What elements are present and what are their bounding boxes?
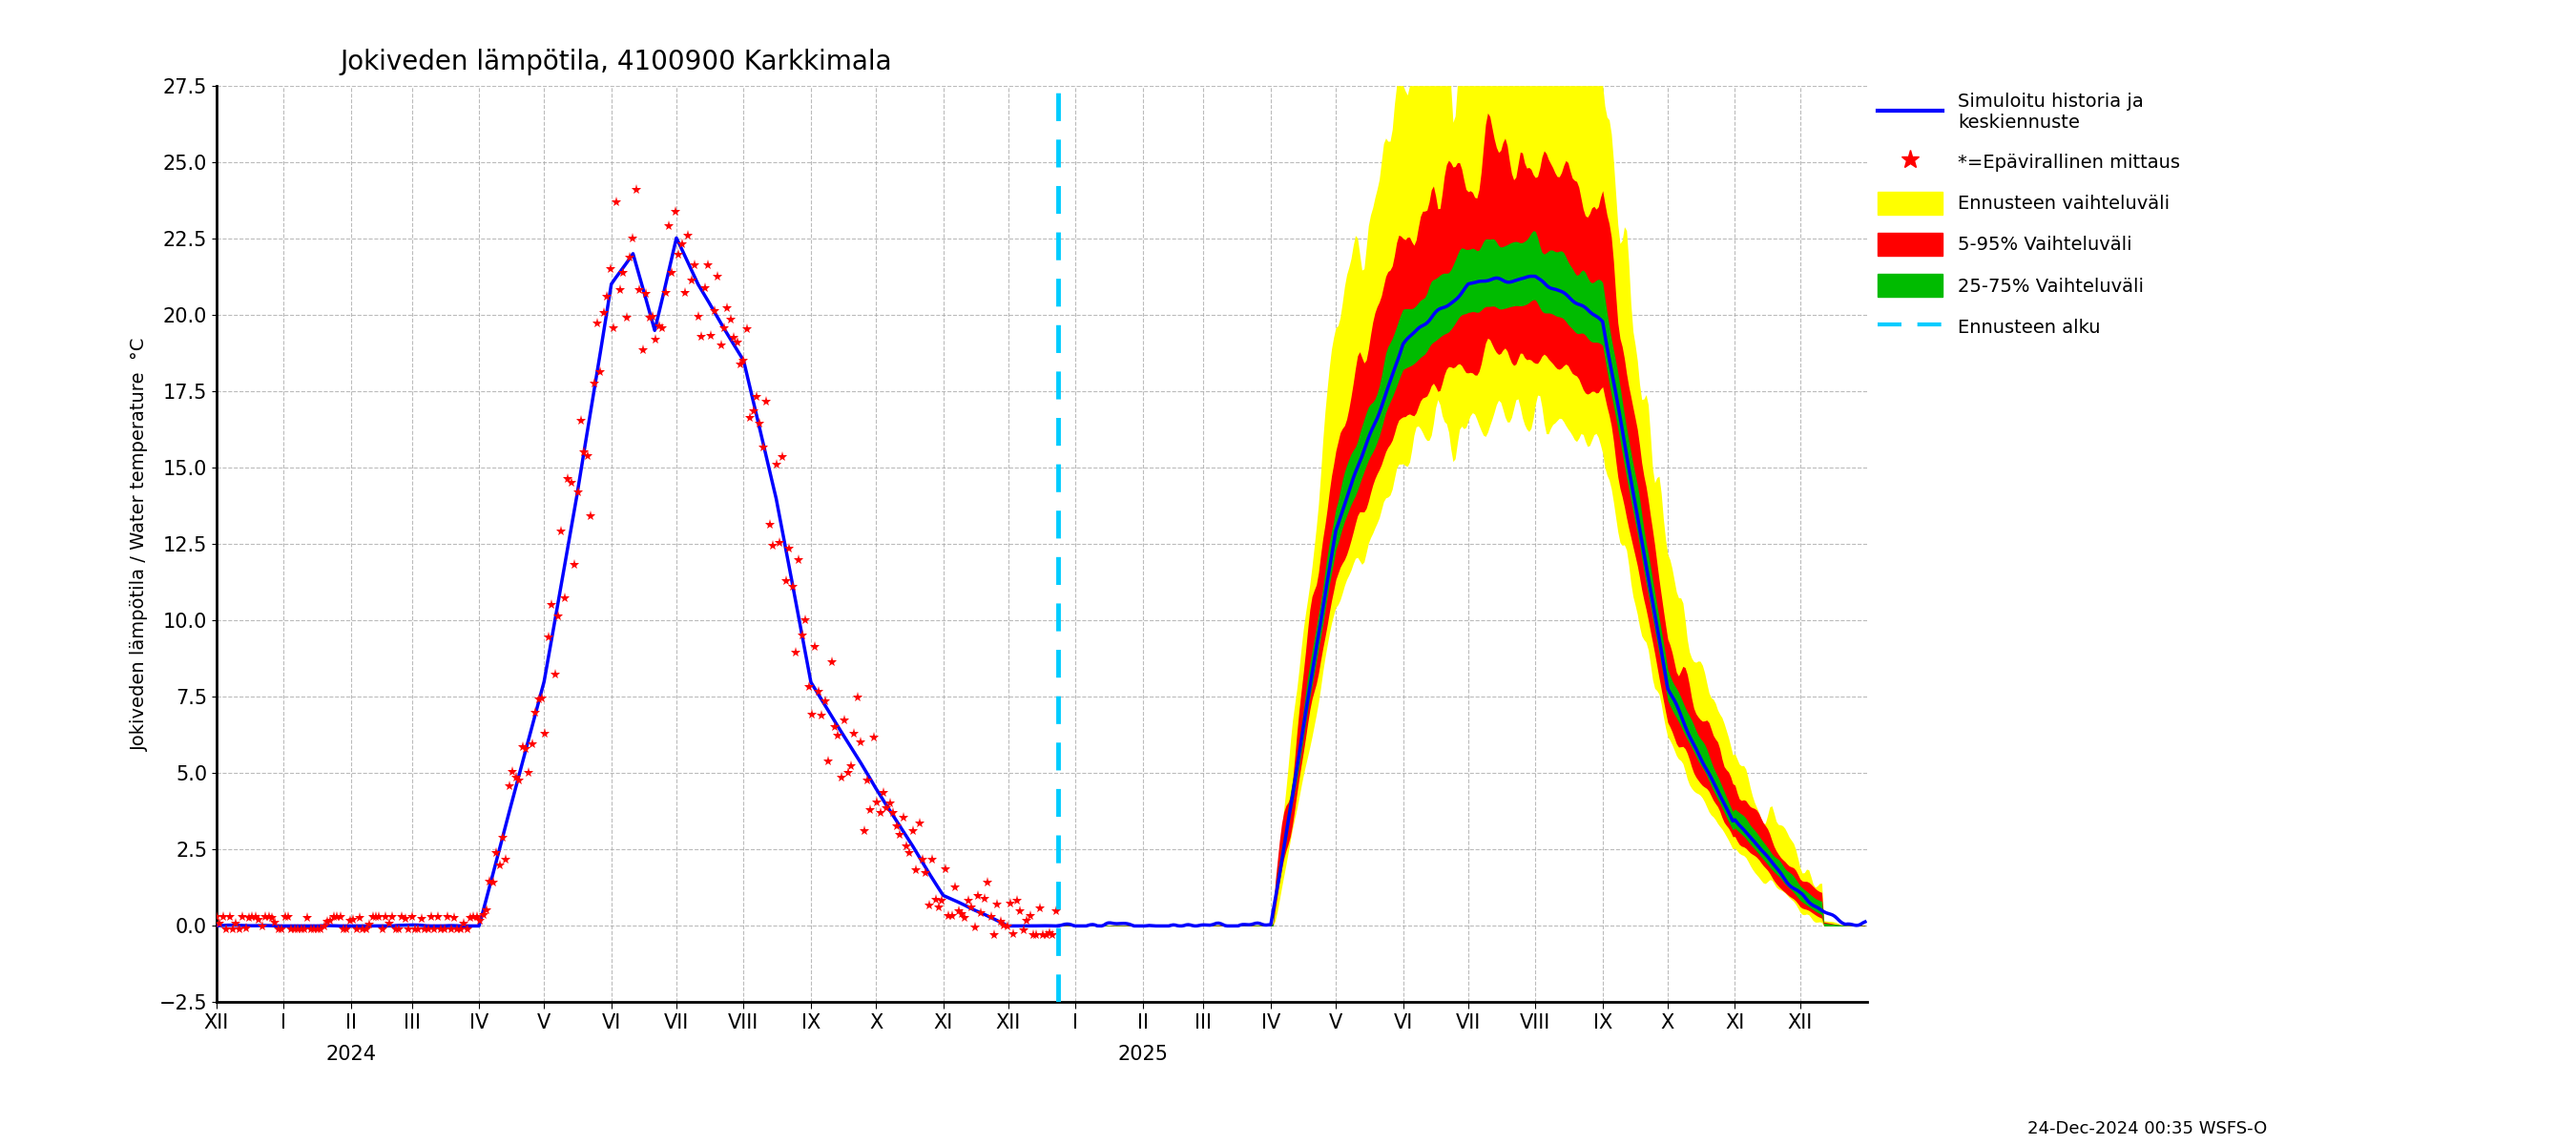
Text: 24-Dec-2024 00:35 WSFS-O: 24-Dec-2024 00:35 WSFS-O <box>2027 1120 2267 1137</box>
Y-axis label: Jokiveden lämpötila / Water temperature  °C: Jokiveden lämpötila / Water temperature … <box>131 337 149 751</box>
Text: Jokiveden lämpötila, 4100900 Karkkimala: Jokiveden lämpötila, 4100900 Karkkimala <box>340 48 891 76</box>
Text: 2025: 2025 <box>1118 1045 1167 1064</box>
Legend: Simuloitu historia ja
keskiennuste, *=Epävirallinen mittaus, Ennusteen vaihteluv: Simuloitu historia ja keskiennuste, *=Ep… <box>1870 86 2187 346</box>
Text: 2024: 2024 <box>325 1045 376 1064</box>
